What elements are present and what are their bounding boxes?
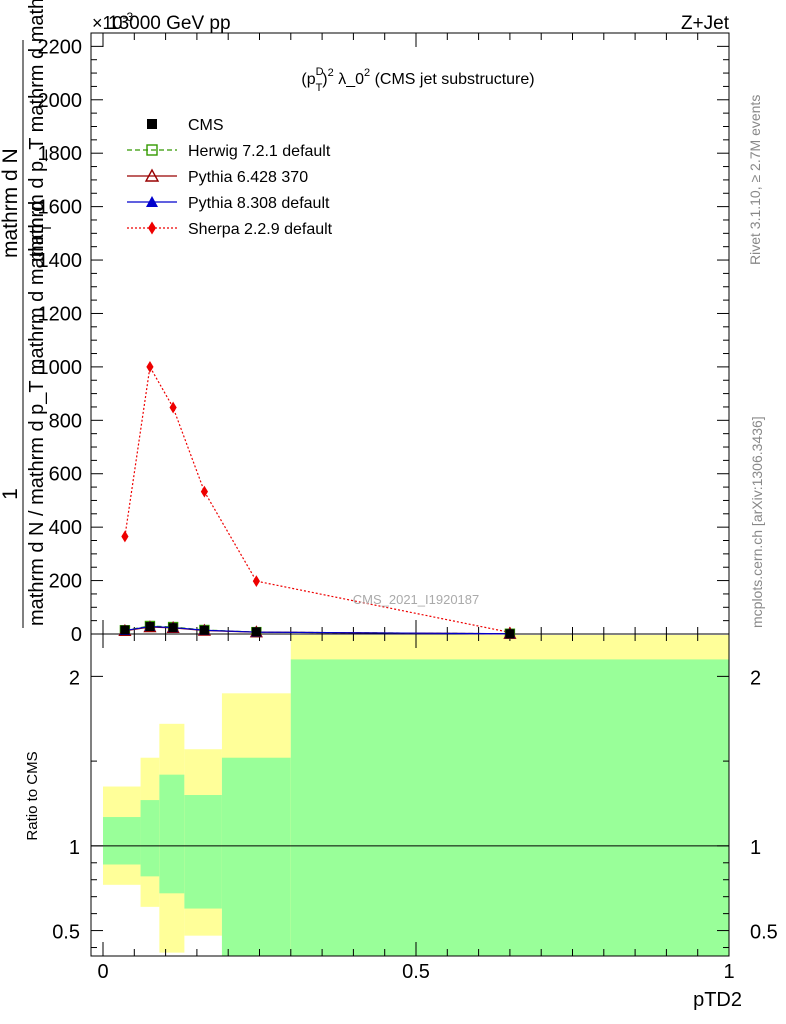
legend-marker-2 xyxy=(144,168,160,182)
ratio-y-tick-label: 0.5 xyxy=(52,922,80,944)
y-tick-label: 400 xyxy=(49,517,82,539)
y-tick-label: 1400 xyxy=(38,250,83,272)
y-tick-label: 0 xyxy=(71,624,82,646)
y-tick-label: 2200 xyxy=(38,36,83,58)
y-label-t-subscript: T xyxy=(39,224,54,232)
y-tick-label: 1200 xyxy=(38,303,83,325)
y-label-right-numerator: mathrm d N xyxy=(0,148,22,258)
data-point-series-0 xyxy=(199,625,209,635)
ratio-band-inner xyxy=(140,800,160,877)
y-tick-label: 600 xyxy=(49,464,82,486)
y-tick-label: 1800 xyxy=(38,143,83,165)
data-point-series-0 xyxy=(505,629,515,639)
ratio-y-axis: 0.5 0.5 1 1 2 2 xyxy=(52,667,778,949)
data-point-series-4 xyxy=(121,530,129,543)
main-y-axis: 0 200 400 600 800 1000 1200 1400 1600 1800 2000 220… xyxy=(38,32,729,646)
main-y-axis-label: 1 mathrm d N / mathrm d p_T mathrm d mat… xyxy=(0,0,54,628)
x-tick-label: 1 xyxy=(723,961,734,983)
ratio-band-inner xyxy=(184,795,222,909)
ratio-y-tick-label-right: 1 xyxy=(750,837,761,859)
ratio-y-tick-label-right: 0.5 xyxy=(750,922,778,944)
y-tick-label: 800 xyxy=(49,410,82,432)
y-tick-label: 1600 xyxy=(38,197,83,219)
y-tick-label: 200 xyxy=(49,571,82,593)
ratio-band-inner xyxy=(221,757,291,956)
legend-label-0: CMS xyxy=(188,117,224,134)
y-label-right-denominator: mathrm d p_T mathrm d mathrm d lambda xyxy=(26,0,48,262)
ratio-band-inner xyxy=(103,817,141,865)
legend-marker-4 xyxy=(148,221,156,235)
y-tick-label: 2000 xyxy=(38,90,83,112)
y-tick-label: 1000 xyxy=(38,357,83,379)
mcplots-label: mcplots.cern.ch [arXiv:1306.3436] xyxy=(749,416,765,628)
data-point-series-4 xyxy=(200,485,209,498)
data-point-series-0 xyxy=(251,627,261,637)
data-point-series-4 xyxy=(252,575,260,587)
ratio-plot-frame xyxy=(90,633,730,957)
legend-label-4: Sherpa 2.2.9 default xyxy=(188,221,333,238)
process-label: Z+Jet xyxy=(681,13,730,34)
ratio-band-inner xyxy=(290,659,729,956)
ratio-band-inner xyxy=(159,774,185,894)
legend-label-2: Pythia 6.428 370 xyxy=(188,169,308,186)
ratio-bands xyxy=(91,635,729,956)
series-layer xyxy=(118,361,517,639)
data-point-series-4 xyxy=(169,401,177,414)
data-point-series-0 xyxy=(145,622,155,632)
ratio-y-tick-label-right: 2 xyxy=(750,667,761,689)
legend-marker-0 xyxy=(147,119,157,129)
rivet-label: Rivet 3.1.10, ≥ 2.7M events xyxy=(747,95,763,265)
y-label-numerator: 1 xyxy=(0,488,22,500)
watermark: CMS_2021_I1920187 xyxy=(353,592,480,607)
main-plot-frame xyxy=(90,32,730,635)
legend: CMS Herwig 7.2.1 default Pythia 6.428 370 P… xyxy=(127,117,333,238)
x-tick-label: 0.5 xyxy=(402,961,430,983)
data-point-series-0 xyxy=(168,623,178,633)
plot-title: (pD T)2 λ_02 (CMS jet substructure) xyxy=(301,66,534,94)
legend-label-3: Pythia 8.308 default xyxy=(188,195,330,212)
legend-marker-1 xyxy=(146,144,158,156)
legend-marker-3 xyxy=(146,196,158,207)
ratio-y-tick-label: 2 xyxy=(69,667,80,689)
data-point-series-0 xyxy=(120,625,130,635)
energy-label: 13000 GeV pp xyxy=(108,13,231,34)
x-tick-label: 0 xyxy=(97,961,108,983)
y-label-denominator: mathrm d N / mathrm d p_T mathrm d mathr… xyxy=(26,201,48,626)
exponent-label: ×10-3 xyxy=(92,10,134,33)
legend-label-1: Herwig 7.2.1 default xyxy=(188,143,331,160)
ratio-y-axis-label: Ratio to CMS xyxy=(24,751,41,840)
data-point-series-4 xyxy=(146,361,154,373)
x-axis-label: pTD2 xyxy=(693,989,742,1011)
ratio-y-tick-label: 1 xyxy=(69,837,80,859)
